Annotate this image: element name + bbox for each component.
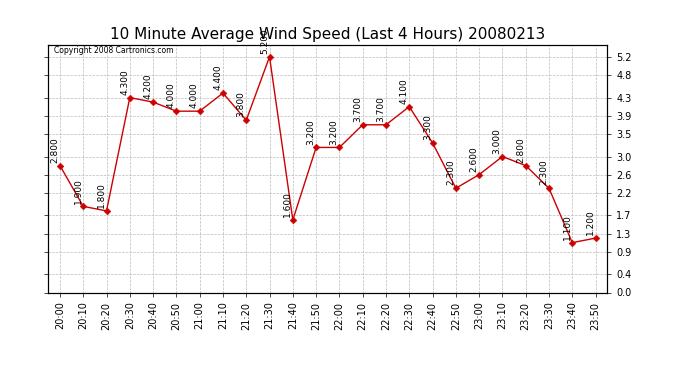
Text: 3.200: 3.200 (330, 119, 339, 145)
Text: 4.000: 4.000 (190, 82, 199, 108)
Text: 2.800: 2.800 (516, 137, 525, 163)
Text: 3.200: 3.200 (306, 119, 315, 145)
Text: 2.600: 2.600 (469, 146, 478, 172)
Text: 2.800: 2.800 (50, 137, 59, 163)
Text: 2.300: 2.300 (446, 160, 455, 186)
Text: 1.100: 1.100 (562, 214, 571, 240)
Text: 4.200: 4.200 (144, 74, 152, 99)
Text: 3.800: 3.800 (237, 92, 246, 117)
Text: 4.400: 4.400 (213, 64, 222, 90)
Text: 1.600: 1.600 (283, 191, 292, 217)
Text: 3.000: 3.000 (493, 128, 502, 154)
Text: 1.800: 1.800 (97, 182, 106, 208)
Title: 10 Minute Average Wind Speed (Last 4 Hours) 20080213: 10 Minute Average Wind Speed (Last 4 Hou… (110, 27, 545, 42)
Text: 4.100: 4.100 (400, 78, 408, 104)
Text: 3.700: 3.700 (353, 96, 362, 122)
Text: 3.700: 3.700 (376, 96, 385, 122)
Text: Copyright 2008 Cartronics.com: Copyright 2008 Cartronics.com (54, 46, 173, 55)
Text: 4.000: 4.000 (167, 82, 176, 108)
Text: 4.300: 4.300 (120, 69, 129, 95)
Text: 2.300: 2.300 (540, 160, 549, 186)
Text: 3.300: 3.300 (423, 114, 432, 140)
Text: 1.200: 1.200 (586, 210, 595, 236)
Text: 1.900: 1.900 (74, 178, 83, 204)
Text: 5.200: 5.200 (260, 28, 269, 54)
